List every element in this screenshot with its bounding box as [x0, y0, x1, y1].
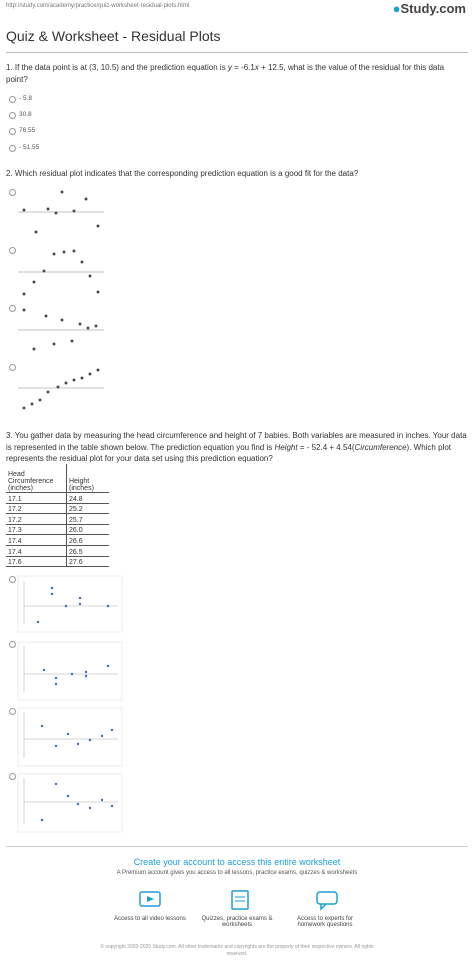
- plot-option: [18, 368, 104, 410]
- option: 76.55: [19, 127, 36, 134]
- radio[interactable]: [9, 364, 16, 371]
- cell: 17.4: [6, 534, 67, 546]
- plot-option: [18, 249, 104, 296]
- cell: 24.8: [66, 492, 109, 504]
- radio[interactable]: [9, 112, 16, 119]
- cell: 17.4: [6, 545, 67, 557]
- cell: 26.5: [66, 545, 109, 557]
- url: http://study.com/academy/practice/quiz-w…: [6, 3, 190, 9]
- q-text: = -6.1: [231, 63, 255, 72]
- q-text: 1. If the data point is at (3, 10.5) and…: [6, 63, 228, 72]
- cell: Height (inches): [66, 464, 109, 493]
- logo-text: Study.com: [400, 1, 467, 16]
- cell: 26.0: [66, 524, 109, 536]
- table-row: 17.6 27.6: [6, 556, 109, 568]
- cell: Head Circumference (inches): [6, 464, 67, 493]
- question: 3. You gather data by measuring the head…: [6, 430, 468, 465]
- divider: [6, 846, 468, 847]
- radio[interactable]: [9, 145, 16, 152]
- option: 30.8: [19, 111, 32, 118]
- feature-icons: [139, 890, 338, 911]
- divider: [6, 52, 468, 53]
- q-text: ). Which plot represents the residual pl…: [6, 442, 452, 464]
- data-table: Head Circumference (inches) Height (inche…: [6, 464, 109, 568]
- cell: 27.6: [66, 556, 109, 568]
- title: Quiz & Worksheet - Residual Plots: [6, 28, 221, 44]
- feature: Quizzes, practice exams & worksheets: [201, 916, 273, 928]
- radio[interactable]: [9, 576, 16, 583]
- table-row: 17.2 25.7: [6, 513, 109, 525]
- cell: 17.3: [6, 524, 67, 536]
- q-var: y: [227, 63, 232, 72]
- plot-option: [18, 190, 104, 234]
- plot-axes: [23, 582, 118, 824]
- cell: 25.7: [66, 513, 109, 525]
- plot-points: [36, 586, 114, 822]
- table-body: 17.1 24.8 17.2 25.2 17.2 25.7 17.3 26.0 17.4 26.6…: [6, 492, 109, 568]
- plot-frames: [17, 575, 123, 833]
- q-text: + 12.5, what is the value of the residua…: [6, 63, 445, 84]
- q-var: Circumference: [354, 442, 407, 452]
- cell: 17.1: [6, 492, 67, 504]
- residual-plots: [18, 190, 104, 410]
- plot-option: [18, 308, 104, 351]
- logo: ●Study.com: [393, 1, 466, 16]
- cell: 25.2: [66, 503, 109, 515]
- logo-icon: ●: [392, 1, 401, 16]
- option: - 5.8: [19, 95, 33, 102]
- table-row: 17.3 26.0: [6, 524, 109, 536]
- radio[interactable]: [9, 96, 16, 103]
- cell: 17.2: [6, 513, 67, 525]
- copyright: © copyright 2003-2020 Study.com. All oth…: [100, 944, 374, 957]
- option: - 51.55: [19, 144, 40, 151]
- radio[interactable]: [9, 305, 16, 312]
- table-header: Head Circumference (inches) Height (inche…: [6, 464, 109, 493]
- q-text: = - 52.4 + 4.54(: [297, 442, 355, 452]
- cell: 26.6: [66, 534, 109, 546]
- question: 1. If the data point is at (3, 10.5) and…: [6, 62, 464, 85]
- radio[interactable]: [9, 773, 16, 780]
- cell: 17.6: [6, 556, 67, 568]
- feature: Access to all video lessons: [114, 916, 186, 922]
- radio[interactable]: [9, 247, 16, 254]
- table-row: 17.1 24.8: [6, 492, 109, 504]
- radio[interactable]: [9, 641, 16, 648]
- feature: Access to experts for homework questions: [296, 916, 354, 928]
- cta-sub: A Premium account gives you access to al…: [116, 870, 358, 876]
- q-var: Height: [274, 442, 298, 452]
- radio[interactable]: [9, 708, 16, 715]
- radio[interactable]: [9, 128, 16, 135]
- q-var: x: [254, 63, 259, 72]
- cta[interactable]: Create your account to access this entir…: [133, 857, 341, 867]
- q-text: 3. You gather data by measuring the head…: [6, 431, 467, 452]
- residual-plots: [17, 575, 123, 833]
- table-row: 17.4 26.6: [6, 534, 109, 546]
- radio[interactable]: [9, 189, 16, 196]
- table-row: 17.4 26.5: [6, 545, 109, 557]
- cell: 17.2: [6, 503, 67, 515]
- question: 2. Which residual plot indicates that th…: [6, 169, 359, 178]
- table-row: 17.2 25.2: [6, 503, 109, 515]
